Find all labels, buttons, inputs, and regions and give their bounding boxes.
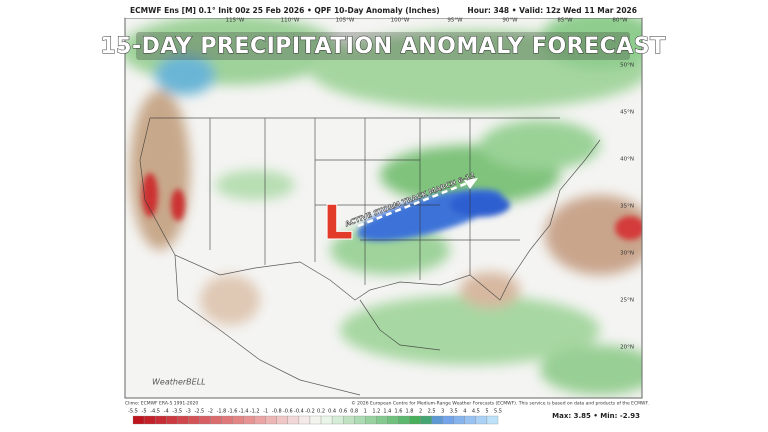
colorbar-cell: [431, 415, 443, 425]
max-min: Max: 3.85 • Min: -2.93: [552, 412, 640, 420]
latitude-label: 25°N: [620, 298, 634, 304]
colorbar-label: 1.4: [383, 409, 391, 415]
colorbar-label: -1.2: [250, 409, 260, 415]
colorbar-label: -3.5: [172, 409, 182, 415]
colorbar-label: -1.8: [217, 409, 227, 415]
map: [125, 18, 642, 398]
longitude-label: 115°W: [226, 18, 245, 24]
colorbar-label: -5: [142, 409, 147, 415]
watermark: WeatherBELL: [152, 378, 206, 387]
colorbar-cell: [331, 415, 344, 425]
colorbar-cell: [143, 415, 156, 425]
colorbar-cell: [409, 415, 421, 425]
colorbar-cell: [221, 415, 233, 425]
climo: Climo: ECMWF ERA-5 1991-2020: [125, 401, 198, 407]
longitude-label: 110°W: [281, 18, 300, 24]
longitude-label: 85°W: [557, 18, 573, 24]
colorbar-label: 0.8: [350, 409, 358, 415]
colorbar-cell: [320, 415, 333, 425]
colorbar-label: -2.5: [194, 409, 204, 415]
colorbar-label: 0.6: [339, 409, 347, 415]
colorbar-label: 1.2: [372, 409, 380, 415]
colorbar-cell: [154, 415, 167, 425]
longitude-label: 95°W: [447, 18, 463, 24]
colorbar-label: 4: [463, 409, 466, 415]
colorbar-label: -3: [186, 409, 191, 415]
colorbar-label: 3.5: [450, 409, 458, 415]
colorbar-cell: [442, 415, 454, 425]
colorbar-cell: [188, 415, 200, 425]
colorbar-label: -4: [164, 409, 169, 415]
header-right: Hour: 348 • Valid: 12z Wed 11 Mar 2026: [467, 6, 637, 15]
colorbar-cell: [276, 415, 288, 425]
colorbar-cell: [199, 415, 211, 425]
colorbar-cell: [232, 415, 244, 425]
colorbar-label: 2.5: [428, 409, 436, 415]
longitude-label: 80°W: [612, 18, 628, 24]
header-left: ECMWF Ens [M] 0.1° Init 00z 25 Feb 2026 …: [130, 6, 440, 15]
latitude-label: 40°N: [620, 157, 634, 163]
colorbar-label: 1.8: [406, 409, 414, 415]
colorbar-cell: [177, 415, 189, 425]
colorbar-cell: [354, 415, 366, 425]
colorbar-cell: [166, 415, 178, 425]
colorbar-label: 4.5: [472, 409, 480, 415]
colorbar-cell: [398, 415, 410, 425]
colorbar-label: -5.5: [128, 409, 138, 415]
colorbar-label: -4.5: [150, 409, 160, 415]
credit: © 2026 European Centre for Medium-Range …: [351, 400, 649, 407]
low-marker: L: [323, 196, 352, 250]
colorbar-label: -0.2: [305, 409, 315, 415]
colorbar-label: -1.6: [228, 409, 238, 415]
colorbar-cell: [486, 415, 499, 425]
colorbar-cell: [210, 415, 222, 425]
colorbar-cell: [287, 415, 300, 425]
colorbar-cell: [376, 415, 388, 425]
colorbar-cell: [132, 415, 145, 425]
latitude-label: 35°N: [620, 204, 634, 210]
colorbar-label: 3: [441, 409, 444, 415]
latitude-label: 50°N: [620, 63, 634, 69]
colorbar-cell: [420, 415, 432, 425]
colorbar-cell: [365, 415, 377, 425]
colorbar-label: 5: [485, 409, 488, 415]
colorbar-cell: [254, 415, 266, 425]
colorbar-label: -0.8: [272, 409, 282, 415]
colorbar-label: -0.6: [283, 409, 293, 415]
colorbar-label: -2: [208, 409, 213, 415]
latitude-label: 20°N: [620, 345, 634, 351]
colorbar-label: -1: [263, 409, 268, 415]
longitude-label: 105°W: [336, 18, 355, 24]
colorbar-cell: [265, 415, 277, 425]
colorbar-cell: [387, 415, 399, 425]
colorbar-cell: [464, 415, 477, 425]
colorbar-cell: [243, 415, 255, 425]
colorbar-label: 0.2: [317, 409, 325, 415]
latitude-label: 30°N: [620, 251, 634, 257]
colorbar-label: 1.6: [394, 409, 402, 415]
colorbar-label: 0.4: [328, 409, 336, 415]
colorbar-label: 5.5: [494, 409, 502, 415]
colorbar-cell: [309, 415, 322, 425]
longitude-label: 100°W: [391, 18, 410, 24]
longitude-label: 90°W: [502, 18, 518, 24]
colorbar-label: -1.4: [239, 409, 249, 415]
latitude-label: 45°N: [620, 110, 634, 116]
colorbar-label: 1: [364, 409, 367, 415]
colorbar-cell: [453, 415, 465, 425]
map-title: 15-DAY PRECIPITATION ANOMALY FORECAST: [100, 34, 665, 59]
colorbar-label: -0.4: [294, 409, 304, 415]
colorbar-cell: [298, 415, 311, 425]
colorbar-label: 2: [419, 409, 422, 415]
colorbar-cell: [343, 415, 355, 425]
colorbar-cell: [475, 415, 488, 425]
